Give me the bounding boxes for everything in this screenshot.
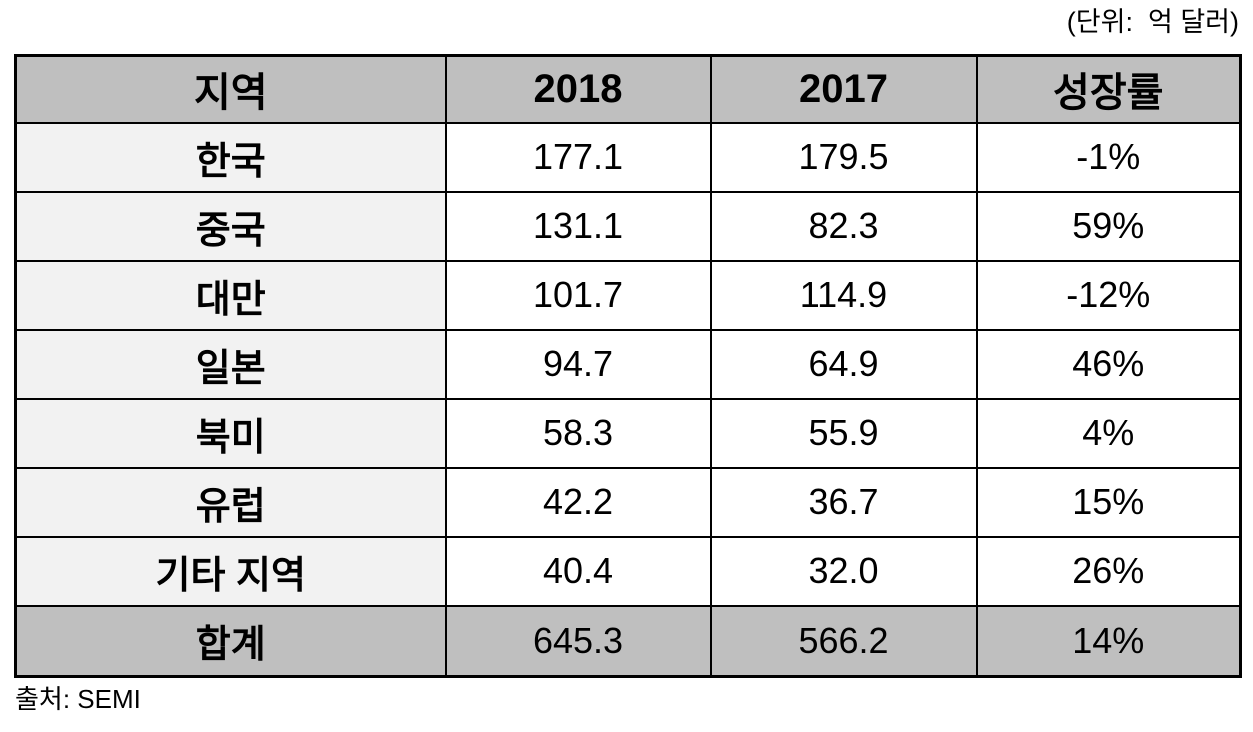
value-growth: 15% <box>975 466 1242 538</box>
region-cell: 북미 <box>14 397 447 469</box>
regional-market-table: 지역 2018 2017 성장률 한국 177.1 179.5 -1% 중국 1… <box>14 54 1242 678</box>
table-row-other-regions: 기타 지역 40.4 32.0 26% <box>14 535 1242 607</box>
value-2018: 101.7 <box>444 259 712 331</box>
region-cell: 유럽 <box>14 466 447 538</box>
value-2017: 179.5 <box>709 121 978 193</box>
value-growth: 14% <box>975 604 1242 678</box>
value-growth: -12% <box>975 259 1242 331</box>
region-cell: 합계 <box>14 604 447 678</box>
source-label: 출처: SEMI <box>15 684 141 714</box>
region-cell: 일본 <box>14 328 447 400</box>
value-2018: 42.2 <box>444 466 712 538</box>
table-row-total: 합계 645.3 566.2 14% <box>14 604 1242 678</box>
unit-label: (단위: 억 달러) <box>1066 7 1239 37</box>
table-row-europe: 유럽 42.2 36.7 15% <box>14 466 1242 538</box>
value-2017: 36.7 <box>709 466 978 538</box>
header-growth-rate: 성장률 <box>975 54 1242 124</box>
region-cell: 한국 <box>14 121 447 193</box>
value-2017: 566.2 <box>709 604 978 678</box>
value-growth: 4% <box>975 397 1242 469</box>
table-row-taiwan: 대만 101.7 114.9 -12% <box>14 259 1242 331</box>
value-growth: 26% <box>975 535 1242 607</box>
value-growth: -1% <box>975 121 1242 193</box>
value-2017: 82.3 <box>709 190 978 262</box>
value-2018: 645.3 <box>444 604 712 678</box>
value-growth: 59% <box>975 190 1242 262</box>
value-2018: 94.7 <box>444 328 712 400</box>
value-2017: 55.9 <box>709 397 978 469</box>
region-cell: 중국 <box>14 190 447 262</box>
header-2017: 2017 <box>709 54 978 124</box>
value-2018: 40.4 <box>444 535 712 607</box>
header-region: 지역 <box>14 54 447 124</box>
table-row-china: 중국 131.1 82.3 59% <box>14 190 1242 262</box>
value-growth: 46% <box>975 328 1242 400</box>
region-cell: 대만 <box>14 259 447 331</box>
value-2018: 177.1 <box>444 121 712 193</box>
value-2018: 131.1 <box>444 190 712 262</box>
value-2017: 64.9 <box>709 328 978 400</box>
header-2018: 2018 <box>444 54 712 124</box>
table-row-korea: 한국 177.1 179.5 -1% <box>14 121 1242 193</box>
table-row-north-america: 북미 58.3 55.9 4% <box>14 397 1242 469</box>
value-2017: 32.0 <box>709 535 978 607</box>
value-2017: 114.9 <box>709 259 978 331</box>
table-row-japan: 일본 94.7 64.9 46% <box>14 328 1242 400</box>
region-cell: 기타 지역 <box>14 535 447 607</box>
header-row: 지역 2018 2017 성장률 <box>14 54 1242 124</box>
value-2018: 58.3 <box>444 397 712 469</box>
